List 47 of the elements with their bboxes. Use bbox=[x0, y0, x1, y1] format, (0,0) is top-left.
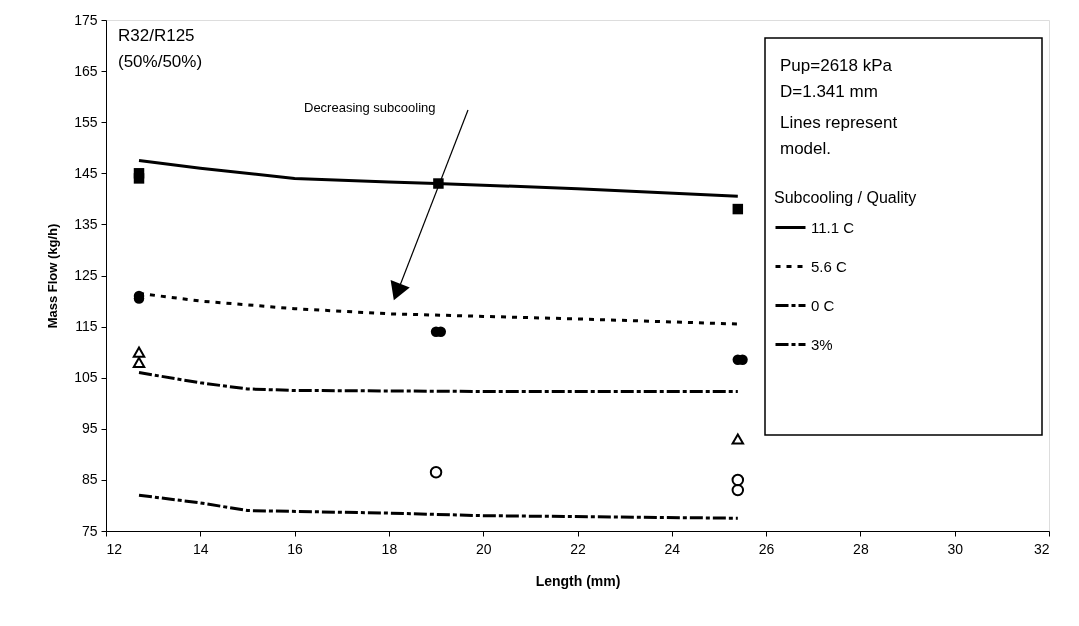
point bbox=[731, 473, 745, 487]
x-tick-label: 14 bbox=[193, 540, 209, 557]
point bbox=[433, 178, 444, 189]
annotation: Pup=2618 kPa bbox=[780, 56, 893, 75]
x-tick-label: 30 bbox=[947, 540, 964, 557]
point bbox=[132, 346, 146, 358]
point bbox=[133, 173, 145, 184]
legend-title: Subcooling / Quality bbox=[774, 189, 917, 206]
x-tick-label: 22 bbox=[570, 540, 586, 557]
x-tick-label: 24 bbox=[664, 540, 681, 557]
y-tick-label: 85 bbox=[81, 471, 98, 488]
annotation: Decreasing subcooling bbox=[304, 100, 436, 115]
x-tick-label: 20 bbox=[475, 540, 492, 557]
annotation: (50%/50%) bbox=[118, 52, 203, 71]
point bbox=[132, 356, 146, 368]
x-tick-label: 28 bbox=[853, 540, 869, 557]
y-tick-label: 155 bbox=[74, 113, 98, 130]
point bbox=[731, 433, 745, 445]
y-axis-title: Mass Flow (kg/h) bbox=[45, 223, 61, 329]
y-tick-label: 145 bbox=[74, 164, 98, 181]
annotation: R32/R125 bbox=[118, 26, 195, 45]
x-tick-label: 18 bbox=[381, 540, 398, 557]
line-series bbox=[137, 159, 740, 198]
legend-label: 0 C bbox=[811, 296, 835, 314]
y-tick-label: 165 bbox=[74, 62, 98, 79]
y-tick-label: 175 bbox=[74, 11, 98, 28]
x-tick-label: 16 bbox=[287, 540, 304, 557]
point bbox=[429, 466, 443, 479]
y-tick-label: 95 bbox=[81, 420, 98, 437]
line-series bbox=[137, 493, 740, 520]
y-tick-label: 115 bbox=[75, 318, 98, 335]
legend-label: 3% bbox=[811, 335, 833, 353]
line-series bbox=[137, 371, 740, 393]
x-tick-label: 32 bbox=[1033, 540, 1050, 557]
point bbox=[731, 483, 745, 497]
y-tick-label: 125 bbox=[74, 267, 98, 283]
y-tick-label: 135 bbox=[74, 215, 98, 232]
annotation: D=1.341 mm bbox=[780, 82, 878, 101]
legend-label: 5.6 C bbox=[811, 257, 848, 275]
annotation: Lines represent model. bbox=[780, 113, 898, 158]
x-tick-label: 26 bbox=[758, 540, 775, 557]
x-axis-title: Length (mm) bbox=[535, 572, 621, 589]
y-tick-label: 105 bbox=[74, 369, 98, 386]
y-tick-label: 75 bbox=[81, 522, 98, 539]
x-tick-label: 12 bbox=[106, 540, 123, 557]
point bbox=[732, 203, 744, 215]
legend-label: 11.1 C bbox=[811, 218, 855, 236]
